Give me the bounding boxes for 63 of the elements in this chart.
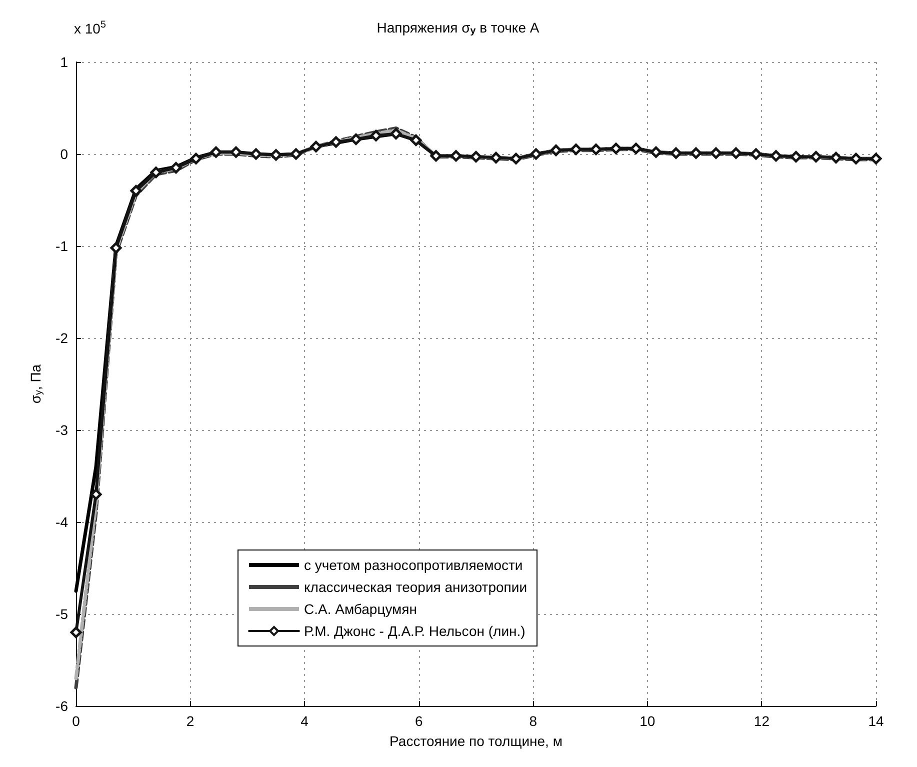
y-axis-title: σy, Па xyxy=(28,364,44,404)
y-tick-label: -5 xyxy=(56,606,68,622)
legend-label: классическая теория анизотропии xyxy=(304,579,528,595)
point xyxy=(850,152,862,164)
point xyxy=(710,147,722,159)
point xyxy=(770,150,782,162)
x-tick-label: 2 xyxy=(186,713,194,729)
point xyxy=(310,140,322,152)
point xyxy=(490,152,502,164)
point xyxy=(510,152,522,164)
point xyxy=(470,151,482,163)
y-tick-label: -1 xyxy=(56,238,68,254)
y-tick-label: 1 xyxy=(60,54,68,70)
point xyxy=(150,166,162,178)
y-tick-label: -2 xyxy=(56,330,68,346)
legend-label: С.А. Амбарцумян xyxy=(304,601,417,617)
point xyxy=(70,626,82,638)
point xyxy=(550,144,562,156)
point xyxy=(170,162,182,174)
point xyxy=(230,146,242,158)
point xyxy=(650,146,662,158)
x-tick-label: 14 xyxy=(868,713,884,729)
point xyxy=(350,134,362,146)
y-tick-label: -3 xyxy=(56,422,68,438)
point xyxy=(590,144,602,156)
point xyxy=(110,242,122,254)
point xyxy=(130,185,142,197)
point xyxy=(370,130,382,142)
point xyxy=(90,488,102,500)
point xyxy=(430,150,442,162)
point xyxy=(410,134,422,146)
y-tick-label: -6 xyxy=(56,698,68,714)
x-tick-label: 8 xyxy=(529,713,538,729)
point xyxy=(270,149,282,161)
point xyxy=(210,146,222,158)
point xyxy=(330,136,342,148)
y-tick-label: 0 xyxy=(60,146,68,162)
point xyxy=(690,147,702,159)
point xyxy=(250,148,262,160)
y-tick-label: -4 xyxy=(56,514,68,530)
x-tick-label: 12 xyxy=(754,713,770,729)
point xyxy=(810,151,822,163)
point xyxy=(290,148,302,160)
x-axis-title: Расстояние по толщине, м xyxy=(390,733,562,749)
x-tick-label: 6 xyxy=(414,713,423,729)
point xyxy=(870,152,882,164)
x-tick-label: 4 xyxy=(300,713,309,729)
x-tick-label: 0 xyxy=(72,713,80,729)
x-tick-label: 10 xyxy=(640,713,656,729)
point xyxy=(630,142,642,154)
point xyxy=(610,142,622,154)
point xyxy=(750,148,762,160)
point xyxy=(570,144,582,156)
legend-label: Р.М. Джонс - Д.А.Р. Нельсон (лин.) xyxy=(304,623,526,639)
point xyxy=(730,147,742,159)
point xyxy=(190,152,202,164)
point xyxy=(830,152,842,164)
point xyxy=(790,151,802,163)
legend-label: с учетом разносопротивляемости xyxy=(304,557,523,573)
point xyxy=(670,147,682,159)
point xyxy=(450,150,462,162)
point xyxy=(530,148,542,160)
point xyxy=(390,128,402,140)
